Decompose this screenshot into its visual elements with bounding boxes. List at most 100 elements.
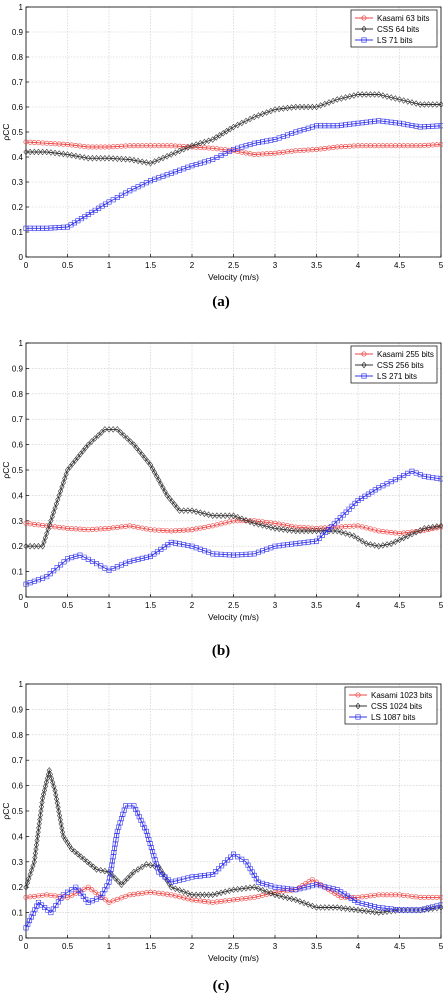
series-marker bbox=[172, 878, 178, 884]
series-marker bbox=[135, 556, 141, 562]
series-marker bbox=[305, 884, 311, 890]
series-marker bbox=[268, 524, 274, 531]
series-marker bbox=[351, 121, 357, 127]
series-marker bbox=[139, 158, 145, 166]
series-marker bbox=[152, 158, 158, 165]
legend-swatch-marker bbox=[361, 25, 367, 33]
x-tick-label: 3.5 bbox=[311, 261, 323, 270]
series-marker bbox=[123, 560, 129, 566]
series-marker bbox=[280, 893, 286, 901]
series-marker bbox=[75, 454, 81, 461]
series-marker bbox=[231, 147, 236, 152]
series-marker bbox=[174, 504, 180, 511]
series-marker bbox=[293, 896, 299, 904]
series-1 bbox=[23, 139, 443, 157]
series-marker bbox=[293, 527, 299, 535]
y-tick-label: 0.2 bbox=[12, 542, 24, 551]
series-marker bbox=[347, 121, 353, 127]
series-marker bbox=[59, 483, 65, 491]
series-marker bbox=[259, 110, 266, 118]
series-marker bbox=[96, 205, 102, 211]
y-tick-label: 0.9 bbox=[12, 364, 24, 373]
series-marker bbox=[65, 556, 70, 562]
y-tick-label: 0.9 bbox=[12, 705, 24, 714]
series-marker bbox=[243, 143, 249, 149]
series-marker bbox=[142, 825, 148, 831]
series-marker bbox=[41, 538, 47, 546]
series-marker bbox=[152, 857, 158, 863]
series-marker bbox=[405, 906, 411, 914]
series-marker bbox=[121, 878, 128, 885]
x-tick-label: 4.5 bbox=[394, 942, 406, 951]
series-marker bbox=[197, 139, 203, 147]
series-marker bbox=[276, 892, 282, 900]
series-marker bbox=[342, 905, 349, 912]
series-marker bbox=[23, 925, 29, 931]
series-marker bbox=[222, 888, 228, 896]
series-marker bbox=[53, 902, 59, 908]
series-marker bbox=[338, 95, 344, 102]
series-marker bbox=[334, 123, 340, 129]
series-marker bbox=[65, 894, 71, 900]
series-marker bbox=[38, 803, 45, 811]
y-tick-label: 0.4 bbox=[12, 491, 24, 500]
series-line bbox=[26, 94, 441, 164]
series-marker bbox=[276, 135, 282, 141]
series-marker bbox=[78, 853, 84, 861]
y-tick-label: 1 bbox=[19, 339, 24, 348]
series-marker bbox=[255, 112, 261, 119]
series-marker bbox=[384, 481, 390, 487]
series-marker bbox=[351, 532, 357, 540]
series-marker bbox=[139, 451, 145, 459]
legend: Kasami 1023 bits CSS 1024 bits LS 1087 bit… bbox=[344, 686, 438, 725]
x-tick-label: 0.5 bbox=[62, 942, 74, 951]
series-marker bbox=[255, 549, 261, 555]
legend-entry: CSS 64 bits bbox=[377, 25, 419, 34]
series-line bbox=[25, 141, 442, 155]
series-marker bbox=[147, 461, 154, 469]
series-marker bbox=[230, 512, 237, 520]
series-marker bbox=[142, 454, 148, 462]
series-marker bbox=[421, 525, 427, 532]
series-marker bbox=[297, 886, 303, 892]
series-marker bbox=[276, 525, 282, 533]
series-marker bbox=[251, 551, 257, 557]
series-marker bbox=[309, 877, 315, 883]
series-marker bbox=[201, 138, 208, 146]
y-tick-label: 0.1 bbox=[12, 568, 24, 577]
series-marker bbox=[392, 95, 398, 102]
series-marker bbox=[177, 167, 183, 173]
series-marker bbox=[259, 886, 266, 894]
series-marker bbox=[31, 148, 37, 156]
series-marker bbox=[326, 904, 332, 911]
series-marker bbox=[63, 470, 69, 478]
series-marker bbox=[36, 820, 42, 827]
series-marker bbox=[405, 532, 411, 540]
series-marker bbox=[280, 542, 286, 548]
series-marker bbox=[40, 795, 46, 802]
series-marker bbox=[189, 874, 195, 880]
series-marker bbox=[40, 542, 46, 550]
series-marker bbox=[23, 542, 29, 550]
series-marker bbox=[313, 904, 320, 911]
series-marker bbox=[305, 103, 311, 111]
series-marker bbox=[255, 140, 261, 145]
series-marker bbox=[218, 889, 224, 897]
series-marker bbox=[380, 92, 386, 99]
series-marker bbox=[158, 546, 164, 552]
series-marker bbox=[253, 876, 259, 882]
x-tick-label: 3 bbox=[273, 601, 278, 610]
series-marker bbox=[139, 863, 145, 871]
y-tick-label: 0.8 bbox=[12, 731, 24, 740]
series-marker bbox=[42, 534, 48, 542]
series-marker bbox=[148, 178, 153, 184]
series-marker bbox=[430, 904, 436, 910]
series-marker bbox=[52, 149, 58, 157]
series-marker bbox=[30, 910, 36, 916]
legend-entry: CSS 1024 bits bbox=[371, 702, 422, 711]
series-marker bbox=[106, 199, 112, 205]
series-marker bbox=[243, 517, 249, 524]
series-marker bbox=[93, 154, 100, 162]
series-marker bbox=[171, 501, 178, 508]
series-marker bbox=[127, 438, 134, 445]
